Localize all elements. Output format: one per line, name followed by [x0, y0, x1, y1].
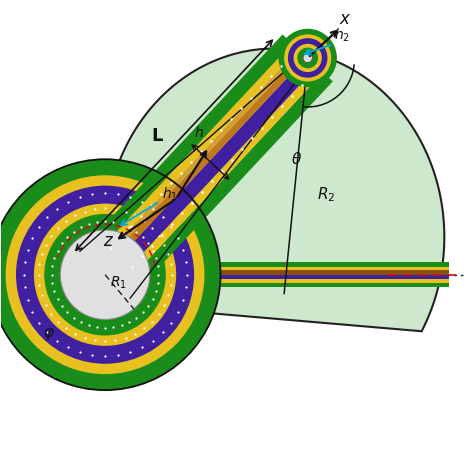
Polygon shape [96, 49, 302, 269]
Text: $\mathbf{L}$: $\mathbf{L}$ [151, 127, 164, 145]
Text: $\varphi$: $\varphi$ [43, 326, 55, 342]
Polygon shape [99, 53, 307, 273]
Text: $R_2$: $R_2$ [317, 185, 336, 204]
Polygon shape [120, 73, 333, 298]
Circle shape [0, 159, 220, 390]
Polygon shape [105, 267, 449, 270]
Circle shape [297, 47, 318, 68]
Circle shape [288, 38, 328, 78]
Circle shape [293, 44, 322, 72]
Polygon shape [105, 275, 449, 279]
Circle shape [34, 203, 176, 346]
Text: $h_2$: $h_2$ [334, 27, 350, 45]
Circle shape [16, 186, 194, 364]
Polygon shape [105, 283, 449, 287]
Polygon shape [104, 57, 317, 283]
Circle shape [284, 35, 331, 82]
Polygon shape [114, 67, 323, 289]
Text: $h_1$: $h_1$ [162, 185, 178, 203]
Circle shape [6, 175, 204, 374]
Text: $z$: $z$ [103, 232, 114, 250]
Polygon shape [105, 279, 449, 283]
Circle shape [278, 29, 337, 87]
Circle shape [44, 214, 166, 336]
Circle shape [60, 230, 150, 319]
Circle shape [303, 53, 312, 63]
Text: $h$: $h$ [194, 125, 204, 140]
Text: $R_1$: $R_1$ [110, 274, 127, 291]
Polygon shape [31, 48, 444, 364]
Polygon shape [90, 44, 299, 266]
Polygon shape [105, 262, 449, 267]
Text: $x$: $x$ [339, 10, 352, 28]
Polygon shape [80, 35, 292, 260]
Text: $\theta$: $\theta$ [291, 151, 302, 167]
Polygon shape [105, 270, 449, 275]
